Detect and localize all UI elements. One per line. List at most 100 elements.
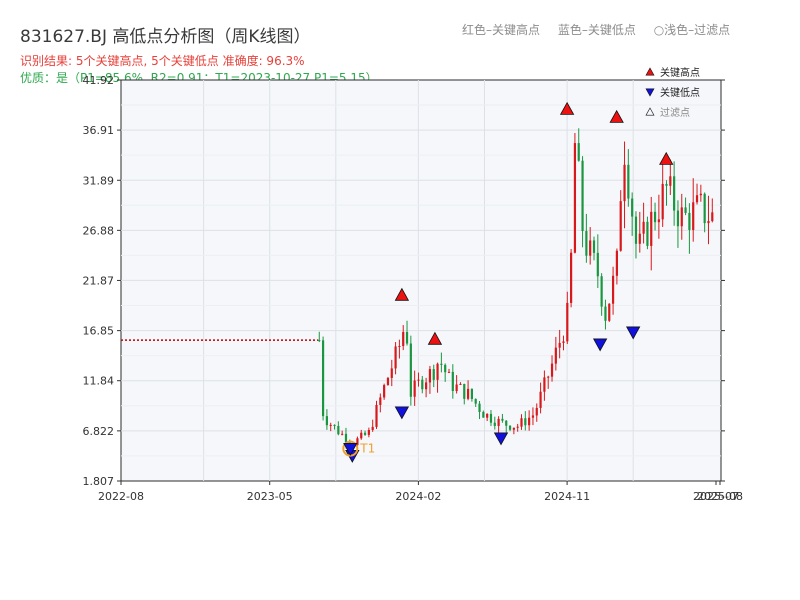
candle-body [421,379,424,390]
y-tick-label: 41.92 [83,74,115,87]
candle-body [608,303,611,321]
candle-body [592,240,596,253]
candle-body [554,347,557,364]
y-tick-label: 6.822 [83,425,115,438]
candle-body [405,332,409,344]
candle-body [695,195,699,203]
legend-high-label: 关键高点 [660,66,700,79]
result-summary: 识别结果: 5个关键高点, 5个关键低点 准确度: 96.3% [20,54,305,68]
candle-body [478,403,481,412]
candle-body [531,415,535,418]
y-tick-label: 21.87 [83,274,115,287]
candle-body [535,407,538,416]
legend-filtered-marker [645,107,655,116]
key-low-marker [626,326,641,340]
candle-body [516,426,519,428]
legend-low-marker [645,88,655,97]
candle-body [501,418,504,421]
candle-body [585,231,588,256]
candle-body [512,427,515,430]
top-legend: 红色–关键高点 蓝色–关键低点 ○浅色–过滤点 [462,21,744,38]
key-high-marker [609,109,624,123]
key-high-marker [659,151,674,165]
axis-layer: 1.807 6.822 11.84 16.85 21.87 26.88 31.89 36.91… [83,74,743,503]
candle-body [703,193,706,224]
candle-body [558,342,561,348]
legend-blue-text: 蓝色–关键低点 [557,23,636,37]
candle-body [360,432,363,439]
candle-body [333,424,336,426]
legend-light-text: ○浅色–过滤点 [653,23,731,37]
y-tick-label: 31.89 [83,174,115,187]
candle-body [604,306,607,321]
candle-body [363,432,367,435]
candle-body [440,363,443,365]
y-tick-label: 1.807 [83,475,115,488]
candle-body [344,433,348,443]
candle-body [650,211,653,246]
candle-body [489,413,493,423]
candle-body [428,369,432,383]
candle-body [707,221,710,224]
key-low-marker [394,406,410,420]
candle-body [520,418,523,427]
candle-body [676,210,680,227]
candle-body [341,433,344,435]
candle-body [653,211,657,223]
legend-high-marker [645,67,655,76]
candle-body [474,398,477,404]
candle-body [505,420,508,426]
y-tick-label: 26.88 [83,224,115,237]
candle-body [634,216,638,244]
chart-title: 831627.BJ 高低点分析图（周K线图） [20,27,311,47]
candle-body [417,379,420,381]
y-tick-label: 11.84 [83,375,115,388]
candle-body [539,391,542,408]
candle-body [402,332,405,346]
candle-body [692,202,695,230]
x-tick-label: 2024-02 [395,490,441,503]
candle-body [638,233,641,244]
candle-body [562,341,565,343]
candle-body [550,363,554,377]
candle-body [543,377,546,392]
x-tick-label: 2022-08 [98,490,144,503]
candle-body [367,430,370,435]
t1-label: T1 [359,442,375,456]
candle-body [425,382,428,390]
candle-body [665,183,668,186]
candle-body [447,371,451,373]
candle-body [398,345,401,347]
candle-body [673,176,676,211]
candle-body [524,418,527,426]
candle-body [589,240,592,256]
x-tick-label: 2025-07 [693,490,739,503]
key-high-marker [559,101,575,115]
marker-layer: T1 [342,101,674,463]
candle-body [432,369,435,380]
legend-filtered-label: 过滤点 [660,106,690,119]
candle-body [680,207,683,227]
candle-body [699,193,702,196]
candle-body [684,207,687,213]
candle-body [623,164,626,202]
key-high-marker [394,287,410,301]
candle-body [451,371,454,392]
candle-body [631,198,634,217]
candle-body [570,252,573,303]
candle-body [444,364,447,373]
candle-body [596,252,599,277]
candle-body [436,363,439,380]
candle-body [528,417,531,426]
candle-body [615,250,618,276]
y-tick-label: 16.85 [83,325,115,338]
candle-body [329,424,332,426]
candle-layer [318,128,714,451]
candle-body [688,212,691,230]
candle-body [657,219,660,223]
candle-body [627,164,630,199]
candle-body [394,346,397,369]
candle-body [711,212,714,222]
